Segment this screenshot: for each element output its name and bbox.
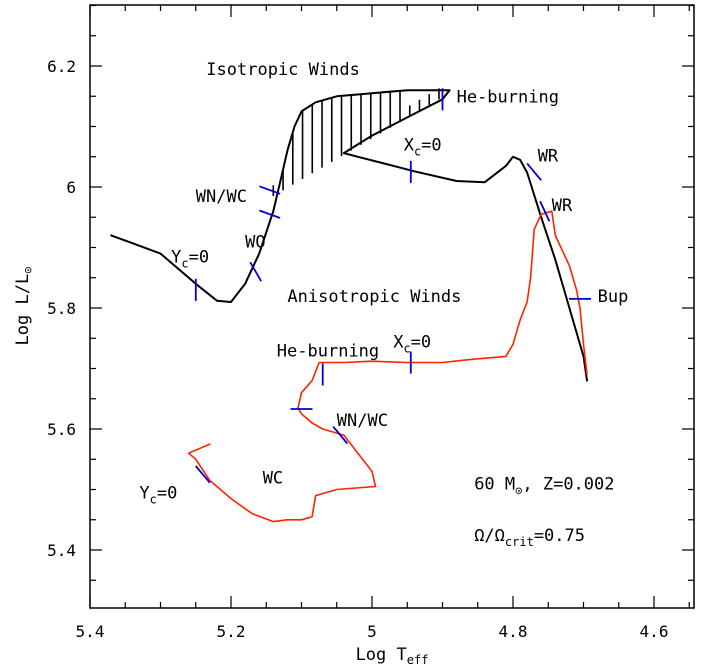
annotation-sub: c [181,257,188,271]
phase-tick [259,185,281,195]
annotation-sub: c [150,493,157,507]
annotation-sub: ⊙ [515,484,522,498]
annotations: Isotropic WindsHe-burningXc=0WRWRWN/WCYc… [139,60,628,549]
annotation-rest: =0 [157,484,177,504]
annotation-isotropic-winds: Isotropic Winds [206,60,360,80]
phase-tick [259,209,281,219]
phase-tick [249,261,262,282]
x-axis-title-sub: eff [407,653,429,667]
annotation-sub: crit [505,535,534,549]
y-tick-label: 6.2 [47,57,76,76]
annotation-he-burning-mid: He-burning [277,341,379,361]
phase-tick [332,426,348,445]
annotation-he-burning-top: He-burning [457,87,559,107]
y-tick-label: 5.4 [47,541,76,560]
phase-tick [195,465,211,484]
annotation-rest: =0 [411,332,431,352]
y-axis-title: Log L/L⊙ [13,267,35,346]
x-tick-label: 5.2 [217,622,246,641]
x-axis-title: Log Teff [356,645,429,667]
annotation-wnwc-mid: WN/WC [337,411,388,431]
annotation-sub: c [414,145,421,159]
annotation-rest: =0 [421,136,441,156]
x-tick-label: 5 [367,622,377,641]
annotation-wc: WC [263,469,283,489]
axis-tick-labels: 5.4 5.2 5 4.8 4.6 5.4 5.6 5.8 6 6.2 [47,57,668,641]
plot-frame [89,4,695,609]
annotation-mass-z: 60 M⊙, Z=0.002 [474,475,614,498]
phase-tick [526,162,542,181]
y-axis-title-main: Log L/L [13,274,33,346]
annotation-wr-2: WR [552,196,573,216]
annotation-yc0-bot: Yc=0 [139,484,177,507]
y-tick-label: 5.8 [47,299,76,318]
annotation-main: Y [171,248,181,268]
x-axis-title-main: Log T [356,645,407,665]
axis-ticks [89,4,694,608]
annotation-bup: Bup [598,287,629,307]
track-anisotropic [187,210,588,523]
y-tick-label: 6 [66,178,76,197]
x-tick-label: 4.6 [640,622,669,641]
annotation-main: Y [139,484,149,504]
annotation-main: Ω/Ω [474,526,505,546]
annotation-anisotropic-winds: Anisotropic Winds [287,287,461,307]
annotation-main: 60 M [474,475,515,495]
hatch-region [272,88,440,197]
y-tick-label: 5.6 [47,420,76,439]
annotation-omega: Ω/Ωcrit=0.75 [474,526,585,549]
annotation-main: X [393,332,404,352]
annotation-wnwc-top: WN/WC [196,187,247,207]
annotation-rest: =0 [189,248,209,268]
x-tick-label: 5.4 [76,622,105,641]
annotation-wr-1: WR [538,147,559,167]
x-tick-label: 4.8 [499,622,528,641]
annotation-yc0-top: Yc=0 [171,248,209,271]
tracks [110,89,588,523]
annotation-xc0-mid: Xc=0 [393,332,431,355]
annotation-rest: =0.75 [534,526,585,546]
phase-tick [539,200,551,222]
annotation-xc0-top: Xc=0 [404,136,442,159]
annotation-wo: WO [245,233,265,253]
annotation-sub: c [403,341,410,355]
phase-markers [194,88,591,484]
y-axis-title-sub: ⊙ [21,267,35,274]
track-isotropic [110,89,588,382]
annotation-rest: , Z=0.002 [522,475,614,495]
annotation-main: X [404,136,415,156]
